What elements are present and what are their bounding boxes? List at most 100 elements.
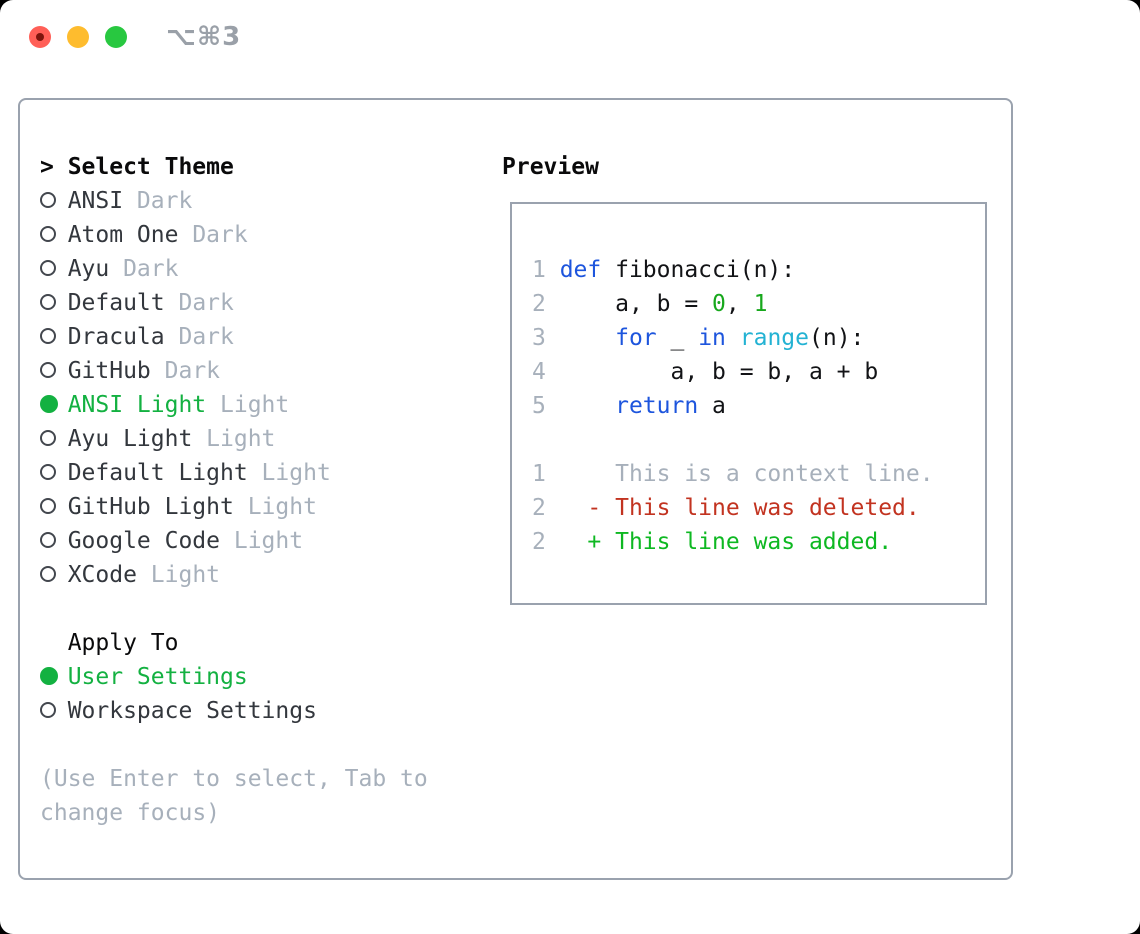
radio-icon (40, 293, 56, 310)
token-context: This is a context line. (559, 461, 934, 487)
option-label: GitHub Light (67, 494, 234, 520)
radio-cell (40, 218, 68, 252)
apply-option-user-settings[interactable]: User Settings (40, 660, 428, 694)
option-variant: Dark (123, 188, 193, 214)
radio-icon (40, 259, 56, 276)
theme-option-ayu-light[interactable]: Ayu Light Light (40, 422, 428, 456)
theme-option-ayu[interactable]: Ayu Dark (40, 252, 428, 286)
theme-option-ansi[interactable]: ANSI Dark (40, 184, 428, 218)
token-lnum: 1 (532, 257, 560, 283)
radio-cell (40, 456, 68, 490)
code-line: 2 - This line was deleted. (532, 491, 985, 525)
main-panel: > Select Theme ANSI Dark Atom One Dark Ayu … (18, 98, 1013, 880)
close-button[interactable] (29, 26, 51, 48)
option-variant: Dark (164, 290, 234, 316)
option-variant: Light (247, 460, 331, 486)
theme-option-atom-one[interactable]: Atom One Dark (40, 218, 428, 252)
theme-option-xcode[interactable]: XCode Light (40, 558, 428, 592)
theme-option-github[interactable]: GitHub Dark (40, 354, 428, 388)
token-plain: _ (656, 325, 699, 351)
radio-cell (40, 490, 68, 524)
radio-cell (40, 286, 68, 320)
token-keyword: in (698, 325, 726, 351)
code-line: 1 This is a context line. (532, 457, 985, 491)
radio-cell (40, 524, 68, 558)
option-label: Workspace Settings (67, 698, 317, 724)
radio-icon (40, 531, 56, 548)
token-builtin: range (739, 325, 809, 351)
theme-option-github-light[interactable]: GitHub Light Light (40, 490, 428, 524)
code-line: 3 for _ in range(n): (532, 321, 985, 355)
minimize-button[interactable] (67, 26, 89, 48)
radio-icon (40, 361, 56, 378)
radio-icon (40, 463, 56, 480)
apply-to-header-row: Apply To (40, 626, 428, 660)
code-line: 2 a, b = 0, 1 (532, 287, 985, 321)
option-label: Atom One (67, 222, 179, 248)
code-line: 1 def fibonacci(n): (532, 253, 985, 287)
theme-option-default-light[interactable]: Default Light Light (40, 456, 428, 490)
option-variant: Dark (150, 358, 221, 384)
code-line: 2 + This line was added. (532, 525, 985, 559)
preview-header: Preview (502, 154, 599, 180)
token-lnum: 2 (532, 495, 560, 521)
token-plain: fibonacci(n): (601, 257, 796, 283)
token-lnum: 3 (532, 325, 560, 351)
option-variant: Light (192, 426, 276, 452)
option-variant: Light (233, 494, 317, 520)
token-deleted: - This line was deleted. (559, 495, 920, 521)
theme-option-google-code[interactable]: Google Code Light (40, 524, 428, 558)
option-label: ANSI (67, 188, 124, 214)
apply-to-list: User Settings Workspace Settings (40, 660, 428, 728)
radio-selected-icon (40, 666, 58, 685)
token-keyword: def (559, 257, 602, 283)
theme-sidebar: > Select Theme ANSI Dark Atom One Dark Ayu … (40, 150, 428, 830)
option-label: GitHub (67, 358, 151, 384)
option-label: Dracula (67, 324, 165, 350)
theme-list-header: Select Theme (67, 154, 234, 180)
option-variant: Light (220, 528, 304, 554)
token-lnum: 5 (532, 393, 560, 419)
radio-cell (40, 660, 68, 694)
theme-option-default[interactable]: Default Dark (40, 286, 428, 320)
option-variant: Light (136, 562, 221, 588)
maximize-button[interactable] (105, 26, 127, 48)
theme-option-ansi-light[interactable]: ANSI Light Light (40, 388, 428, 422)
radio-icon (40, 327, 56, 344)
spacer-row (40, 728, 428, 762)
radio-icon (40, 565, 56, 582)
token-number: 0 (712, 291, 726, 317)
footer-hint-line-1: (Use Enter to select, Tab to (40, 766, 428, 792)
token-plain (726, 325, 740, 351)
radio-cell (40, 252, 68, 286)
apply-to-header: Apply To (67, 630, 179, 656)
option-label: Google Code (67, 528, 221, 554)
token-keyword: for (615, 325, 657, 351)
footer-hint-line-2: change focus) (40, 800, 221, 826)
token-lnum: 2 (532, 291, 560, 317)
option-variant: Dark (178, 222, 248, 248)
token-plain: a, b = (559, 291, 713, 317)
radio-selected-icon (40, 394, 58, 413)
code-line: 5 return a (532, 389, 985, 423)
token-keyword: return (615, 393, 699, 419)
radio-cell (40, 320, 68, 354)
theme-option-dracula[interactable]: Dracula Dark (40, 320, 428, 354)
option-label: Ayu (67, 256, 110, 282)
option-variant: Dark (109, 256, 179, 282)
theme-list: ANSI Dark Atom One Dark Ayu Dark Default Da… (40, 184, 428, 592)
option-variant: Dark (164, 324, 234, 350)
option-label: Ayu Light (67, 426, 193, 452)
option-label: Default Light (67, 460, 248, 486)
theme-list-header-row: > Select Theme (40, 150, 428, 184)
footer-hint-row-1: (Use Enter to select, Tab to (40, 762, 428, 796)
option-label: XCode (67, 562, 137, 588)
token-lnum: 2 (532, 529, 560, 555)
radio-cell (40, 354, 68, 388)
token-plain (560, 325, 615, 351)
token-added: + This line was added. (559, 529, 893, 555)
apply-option-workspace-settings[interactable]: Workspace Settings (40, 694, 428, 728)
